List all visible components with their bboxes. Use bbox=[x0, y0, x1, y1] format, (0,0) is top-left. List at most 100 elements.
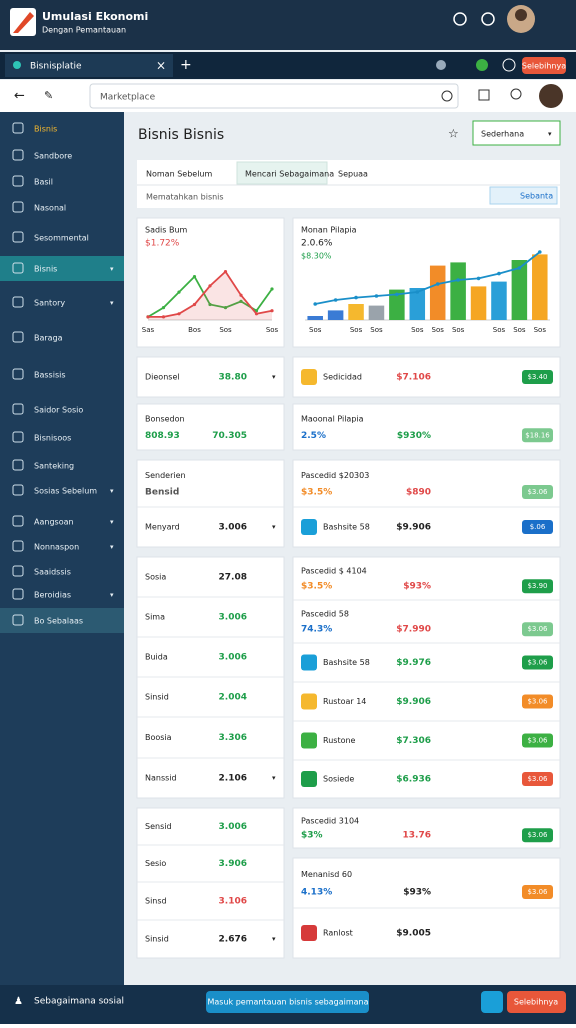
sidebar-chevron: ▾ bbox=[110, 543, 114, 551]
tab-icon-b[interactable] bbox=[476, 59, 488, 71]
sidebar-item[interactable]: Santeking bbox=[34, 462, 74, 471]
tab-icon-a[interactable] bbox=[436, 60, 446, 70]
dropdown[interactable] bbox=[472, 120, 561, 146]
badge[interactable] bbox=[522, 655, 553, 670]
sidebar-item[interactable]: Saaidssis bbox=[34, 568, 71, 577]
sidebar-item[interactable]: Saidor Sosio bbox=[34, 406, 83, 415]
sidebar-item[interactable]: Bisnisoos bbox=[34, 434, 71, 443]
sidebar-item[interactable]: Bisnis bbox=[34, 125, 57, 134]
point bbox=[456, 278, 460, 282]
row-chevron[interactable]: ▾ bbox=[272, 373, 276, 381]
bell-icon[interactable] bbox=[481, 12, 495, 26]
app-title: Umulasi Ekonomi bbox=[42, 10, 148, 23]
star-icon[interactable]: ☆ bbox=[448, 127, 459, 141]
point bbox=[223, 306, 228, 310]
chat-button[interactable] bbox=[481, 991, 503, 1013]
badge[interactable] bbox=[522, 733, 553, 748]
row-chevron[interactable]: ▾ bbox=[272, 935, 276, 943]
active-tab[interactable] bbox=[236, 161, 328, 185]
sidebar-item[interactable]: Sesommental bbox=[34, 234, 89, 243]
badge[interactable] bbox=[522, 622, 553, 637]
action-button[interactable] bbox=[489, 186, 558, 205]
footer-action[interactable] bbox=[507, 991, 566, 1013]
tab-button-label[interactable]: Selebihnya bbox=[522, 62, 566, 71]
refresh-icon[interactable] bbox=[441, 90, 453, 102]
badge[interactable] bbox=[522, 428, 553, 443]
tab-icon-c[interactable] bbox=[502, 58, 516, 72]
sidebar-item[interactable]: Aangsoan bbox=[34, 518, 74, 527]
help-icon[interactable] bbox=[453, 12, 467, 26]
footer-button-label[interactable]: Masuk pemantauan bisnis sebagaimana bbox=[207, 998, 368, 1007]
row-chevron[interactable]: ▾ bbox=[272, 774, 276, 782]
badge-label[interactable]: $3.06 bbox=[527, 737, 548, 745]
badge[interactable] bbox=[522, 885, 553, 899]
badge-label[interactable]: $.06 bbox=[530, 523, 546, 531]
row-value: $7.990 bbox=[396, 625, 431, 635]
x-tick-label: Sos bbox=[513, 326, 526, 334]
sidebar-item[interactable]: Basil bbox=[34, 178, 53, 187]
badge[interactable] bbox=[522, 579, 553, 594]
point bbox=[270, 309, 274, 313]
new-tab[interactable]: + bbox=[180, 57, 192, 73]
badge[interactable] bbox=[522, 520, 553, 534]
action-label[interactable]: Sebanta bbox=[520, 192, 553, 201]
badge[interactable] bbox=[522, 484, 553, 499]
search-box[interactable] bbox=[89, 83, 459, 109]
dropdown-label[interactable]: Sederhana bbox=[481, 130, 524, 139]
badge-label[interactable]: $18.16 bbox=[525, 431, 550, 439]
sidebar-icon bbox=[12, 296, 24, 308]
row-chevron[interactable]: ▾ bbox=[272, 523, 276, 531]
badge-label[interactable]: $3.40 bbox=[527, 373, 547, 381]
sidebar-item[interactable]: Sandbore bbox=[34, 152, 72, 161]
badge-label[interactable]: $3.06 bbox=[527, 488, 548, 496]
bar bbox=[389, 289, 405, 320]
badge-label[interactable]: $3.06 bbox=[527, 775, 548, 783]
chart-title: Sadis Bum bbox=[145, 226, 188, 235]
sidebar-item[interactable]: Sosias Sebelum bbox=[34, 487, 97, 496]
x-tick-label: Sas bbox=[142, 326, 155, 334]
row-value: $7.106 bbox=[396, 373, 431, 383]
footer-action-label[interactable]: Selebihnya bbox=[514, 998, 558, 1007]
browser-tab[interactable] bbox=[5, 54, 173, 77]
badge-label[interactable]: $3.06 bbox=[527, 888, 548, 896]
sidebar-item[interactable]: Beroidias bbox=[34, 591, 71, 600]
tab-close[interactable]: × bbox=[156, 59, 166, 73]
sidebar-item[interactable]: Bassisis bbox=[34, 371, 66, 380]
badge[interactable] bbox=[522, 828, 553, 843]
badge[interactable] bbox=[522, 370, 553, 384]
sidebar-item[interactable]: Bisnis bbox=[34, 265, 57, 274]
badge-label[interactable]: $3.90 bbox=[527, 582, 547, 590]
view-tab[interactable]: Noman Sebelum bbox=[146, 170, 212, 179]
search-text[interactable]: Marketplace bbox=[100, 93, 156, 103]
view-tab[interactable]: Sepuaa bbox=[338, 170, 368, 179]
print-icon[interactable] bbox=[478, 89, 490, 101]
footer-icon[interactable]: ♟ bbox=[14, 996, 23, 1007]
point bbox=[208, 284, 212, 288]
footer-button[interactable] bbox=[206, 991, 369, 1013]
user-icon[interactable] bbox=[510, 88, 522, 100]
badge-label[interactable]: $3.06 bbox=[527, 659, 548, 667]
badge-label[interactable]: $3.06 bbox=[527, 625, 548, 633]
row-value: $930% bbox=[397, 431, 431, 441]
trend-line bbox=[315, 251, 541, 305]
sidebar-icon bbox=[12, 122, 24, 134]
tool-icon[interactable]: ✎ bbox=[44, 89, 53, 102]
tab-label[interactable]: Bisnisplatie bbox=[30, 62, 82, 72]
badge[interactable] bbox=[522, 694, 553, 709]
sidebar-item[interactable]: Baraga bbox=[34, 334, 63, 343]
view-tab[interactable]: Mencari Sebagaimana bbox=[245, 170, 334, 179]
sidebar-item[interactable]: Santory bbox=[34, 299, 65, 308]
sidebar-item[interactable]: Nonnaspon bbox=[34, 543, 79, 552]
address-avatar[interactable] bbox=[539, 84, 563, 108]
row-value: 2.004 bbox=[219, 693, 247, 703]
badge-label[interactable]: $3.06 bbox=[527, 831, 548, 839]
row-label: Rustone bbox=[323, 736, 356, 745]
badge[interactable] bbox=[522, 772, 553, 786]
tab-button[interactable] bbox=[522, 57, 566, 74]
x-tick-label: Sos bbox=[266, 326, 279, 334]
badge-label[interactable]: $3.06 bbox=[527, 698, 548, 706]
back-button[interactable]: ← bbox=[14, 89, 25, 104]
row-value: $9.906 bbox=[396, 697, 431, 707]
sidebar-item[interactable]: Bo Sebalaas bbox=[34, 617, 83, 626]
sidebar-item[interactable]: Nasonal bbox=[34, 204, 66, 213]
